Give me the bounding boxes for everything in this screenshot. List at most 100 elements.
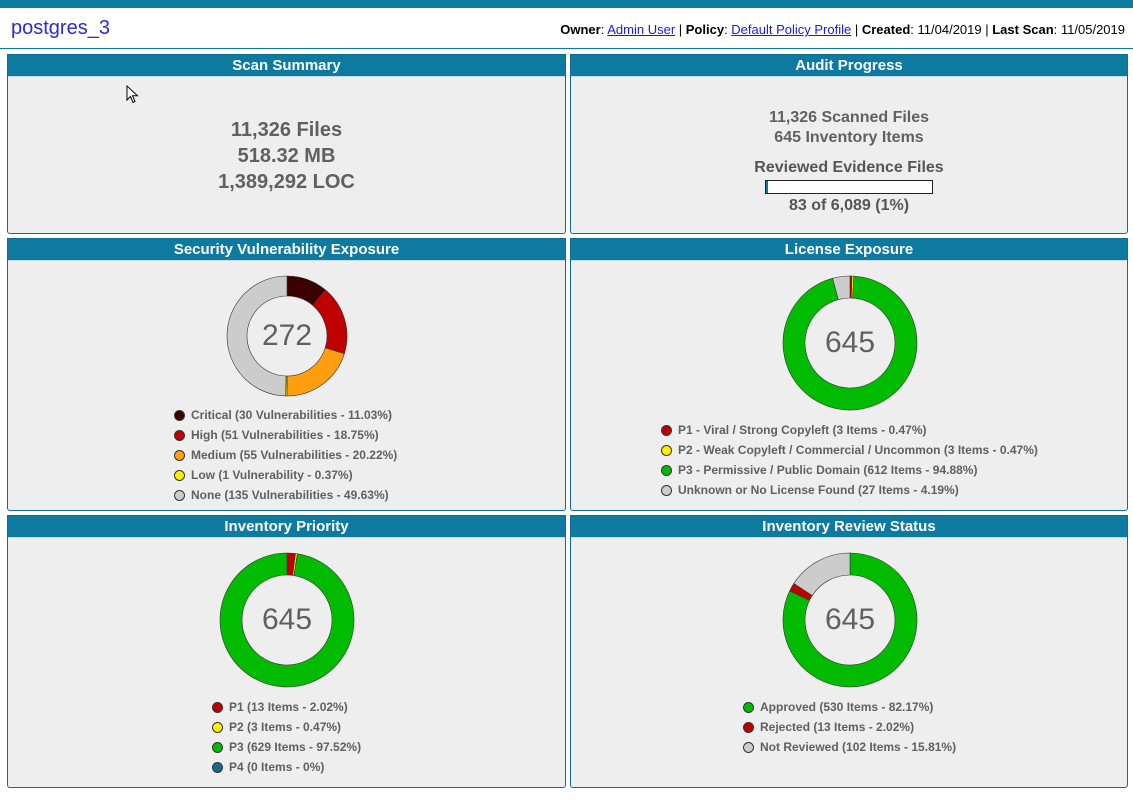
review-legend-item[interactable]: Approved (530 Items - 82.17%) bbox=[743, 697, 956, 717]
inventory-review-title: Inventory Review Status bbox=[571, 516, 1127, 538]
review-legend-item[interactable]: Not Reviewed (102 Items - 15.81%) bbox=[743, 737, 956, 757]
license-legend-label: P2 - Weak Copyleft / Commercial / Uncomm… bbox=[678, 443, 1038, 457]
security-legend-item[interactable]: None (135 Vulnerabilities - 49.63%) bbox=[174, 485, 397, 505]
review-total: 645 bbox=[824, 603, 876, 636]
total-size: 518.32 MB bbox=[237, 145, 336, 167]
inventory-review-panel: Inventory Review Status 645 Approved (53… bbox=[570, 515, 1128, 788]
top-bar bbox=[0, 0, 1133, 8]
created-label: Created bbox=[861, 22, 911, 37]
license-legend-label: P3 - Permissive / Public Domain (612 Ite… bbox=[678, 463, 978, 477]
policy-link[interactable]: Default Policy Profile bbox=[731, 22, 852, 37]
mouse-pointer-icon bbox=[126, 85, 139, 104]
license-legend-swatch bbox=[661, 485, 672, 496]
dashboard-content: Scan Summary 11,326 Files 518.32 MB 1,38… bbox=[0, 49, 1133, 800]
security-legend-swatch bbox=[174, 450, 185, 461]
security-legend-item[interactable]: Medium (55 Vulnerabilities - 20.22%) bbox=[174, 445, 397, 465]
priority-legend-label: P1 (13 Items - 2.02%) bbox=[229, 700, 348, 714]
security-legend-label: None (135 Vulnerabilities - 49.63%) bbox=[191, 488, 389, 502]
license-legend-item[interactable]: P3 - Permissive / Public Domain (612 Ite… bbox=[661, 460, 1038, 480]
reviewed-progress-text: 83 of 6,089 (1%) bbox=[788, 197, 910, 214]
security-legend-swatch bbox=[174, 490, 185, 501]
security-legend-item[interactable]: Critical (30 Vulnerabilities - 11.03%) bbox=[174, 405, 397, 425]
security-legend-swatch bbox=[174, 410, 185, 421]
review-legend-swatch bbox=[743, 722, 754, 733]
review-slice-0[interactable] bbox=[782, 552, 918, 688]
review-legend-label: Not Reviewed (102 Items - 15.81%) bbox=[760, 740, 957, 754]
priority-legend-swatch bbox=[212, 702, 223, 713]
priority-donut[interactable]: 645 bbox=[219, 552, 355, 688]
project-meta: Owner: Admin User | Policy: Default Poli… bbox=[560, 22, 1125, 37]
license-exposure-title: License Exposure bbox=[571, 239, 1127, 261]
security-legend-label: Low (1 Vulnerability - 0.37%) bbox=[191, 468, 353, 482]
license-legend: P1 - Viral / Strong Copyleft (3 Items - … bbox=[661, 420, 1038, 500]
priority-legend-item[interactable]: P3 (629 Items - 97.52%) bbox=[212, 737, 361, 757]
reviewed-progress-bar bbox=[765, 180, 933, 194]
license-exposure-panel: License Exposure 645 P1 - Viral / Strong… bbox=[570, 238, 1128, 511]
review-legend-swatch bbox=[743, 742, 754, 753]
page-header: postgres_3 Owner: Admin User | Policy: D… bbox=[0, 8, 1133, 49]
license-legend-swatch bbox=[661, 445, 672, 456]
license-total: 645 bbox=[824, 326, 876, 359]
loc-count: 1,389,292 LOC bbox=[218, 171, 355, 193]
review-legend-label: Approved (530 Items - 82.17%) bbox=[760, 700, 934, 714]
reviewed-evidence-label: Reviewed Evidence Files bbox=[754, 159, 944, 176]
priority-legend-item[interactable]: P2 (3 Items - 0.47%) bbox=[212, 717, 361, 737]
security-total: 272 bbox=[261, 319, 313, 352]
priority-slice-2[interactable] bbox=[219, 552, 355, 688]
license-legend-label: Unknown or No License Found (27 Items - … bbox=[678, 483, 959, 497]
license-legend-label: P1 - Viral / Strong Copyleft (3 Items - … bbox=[678, 423, 927, 437]
review-legend-item[interactable]: Rejected (13 Items - 2.02%) bbox=[743, 717, 956, 737]
policy-label: Policy bbox=[685, 22, 725, 37]
security-legend-item[interactable]: High (51 Vulnerabilities - 18.75%) bbox=[174, 425, 397, 445]
scanned-files: 11,326 Scanned Files bbox=[768, 109, 930, 126]
owner-label: Owner bbox=[560, 22, 601, 37]
security-legend-item[interactable]: Low (1 Vulnerability - 0.37%) bbox=[174, 465, 397, 485]
security-exposure-title: Security Vulnerability Exposure bbox=[8, 239, 565, 261]
priority-legend-item[interactable]: P4 (0 Items - 0%) bbox=[212, 757, 361, 777]
priority-total: 645 bbox=[261, 603, 313, 636]
license-slice-2[interactable] bbox=[782, 275, 918, 411]
review-slice-2[interactable] bbox=[793, 552, 851, 596]
files-count: 11,326 Files bbox=[230, 119, 343, 141]
priority-legend-item[interactable]: P1 (13 Items - 2.02%) bbox=[212, 697, 361, 717]
review-legend-label: Rejected (13 Items - 2.02%) bbox=[760, 720, 915, 734]
priority-legend-swatch bbox=[212, 742, 223, 753]
audit-progress-title: Audit Progress bbox=[571, 55, 1127, 77]
security-legend-label: High (51 Vulnerabilities - 18.75%) bbox=[191, 428, 379, 442]
reviewed-progress-fill bbox=[766, 181, 769, 193]
created-value: 11/04/2019 bbox=[917, 22, 982, 37]
security-donut[interactable]: 272 bbox=[226, 275, 348, 397]
inventory-items: 645 Inventory Items bbox=[774, 129, 924, 146]
priority-legend-swatch bbox=[212, 722, 223, 733]
priority-legend-label: P4 (0 Items - 0%) bbox=[229, 760, 325, 774]
scan-summary-stats: 11,326 Files 518.32 MB 1,389,292 LOC bbox=[8, 117, 565, 195]
license-legend-item[interactable]: P1 - Viral / Strong Copyleft (3 Items - … bbox=[661, 420, 1038, 440]
owner-link[interactable]: Admin User bbox=[607, 22, 676, 37]
license-legend-item[interactable]: Unknown or No License Found (27 Items - … bbox=[661, 480, 1038, 500]
project-title: postgres_3 bbox=[11, 17, 110, 39]
security-legend-swatch bbox=[174, 470, 185, 481]
priority-legend: P1 (13 Items - 2.02%) P2 (3 Items - 0.47%… bbox=[212, 697, 361, 777]
review-legend-swatch bbox=[743, 702, 754, 713]
last-scan-value: 11/05/2019 bbox=[1060, 22, 1125, 37]
security-legend-label: Critical (30 Vulnerabilities - 11.03%) bbox=[191, 408, 392, 422]
license-legend-swatch bbox=[661, 425, 672, 436]
review-legend: Approved (530 Items - 82.17%) Rejected (1… bbox=[743, 697, 956, 757]
license-slice-3[interactable] bbox=[832, 275, 851, 300]
license-donut[interactable]: 645 bbox=[782, 275, 918, 411]
security-legend-label: Medium (55 Vulnerabilities - 20.22%) bbox=[191, 448, 398, 462]
license-legend-item[interactable]: P2 - Weak Copyleft / Commercial / Uncomm… bbox=[661, 440, 1038, 460]
security-slice-4[interactable] bbox=[226, 275, 288, 397]
priority-legend-swatch bbox=[212, 762, 223, 773]
last-scan-label: Last Scan bbox=[992, 22, 1054, 37]
scan-summary-title: Scan Summary bbox=[8, 55, 565, 77]
license-legend-swatch bbox=[661, 465, 672, 476]
inventory-priority-panel: Inventory Priority 645 P1 (13 Items - 2.… bbox=[7, 515, 566, 788]
review-donut[interactable]: 645 bbox=[782, 552, 918, 688]
priority-legend-label: P3 (629 Items - 97.52%) bbox=[229, 740, 362, 754]
audit-progress-panel: Audit Progress 11,326 Scanned Files 645 … bbox=[570, 54, 1128, 234]
security-exposure-panel: Security Vulnerability Exposure 272 Crit… bbox=[7, 238, 566, 511]
inventory-priority-title: Inventory Priority bbox=[8, 516, 565, 538]
security-legend: Critical (30 Vulnerabilities - 11.03%) Hi… bbox=[174, 405, 397, 505]
audit-stats: 11,326 Scanned Files 645 Inventory Items… bbox=[571, 108, 1127, 216]
